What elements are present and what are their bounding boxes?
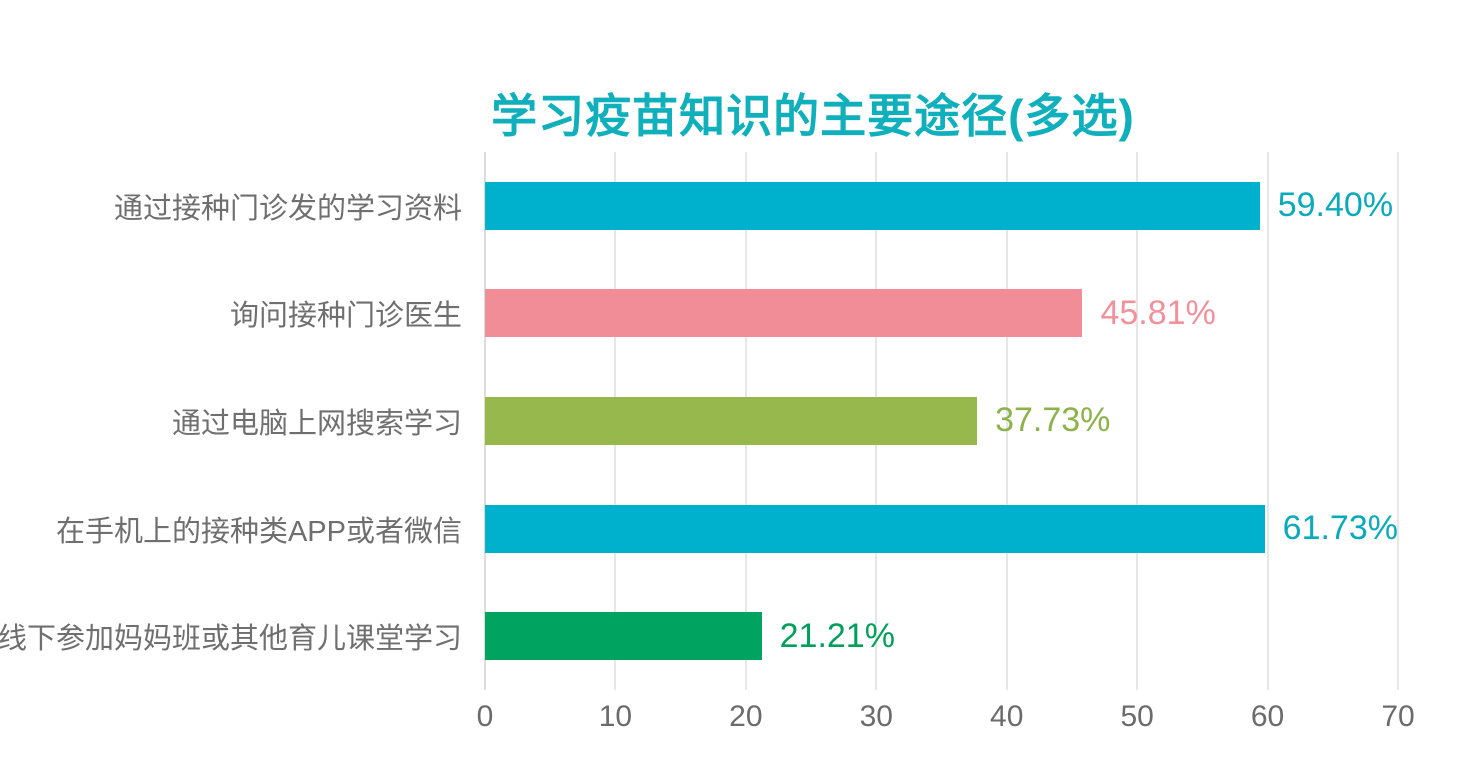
x-tick-label: 0	[476, 700, 494, 733]
bar-value-label: 45.81%	[1100, 293, 1216, 332]
x-tick-label: 40	[990, 700, 1024, 733]
chart-title: 学习疫苗知识的主要途径(多选)	[491, 90, 1135, 142]
x-tick-label: 30	[859, 700, 893, 733]
bar-value-label: 21.21%	[779, 616, 895, 655]
bar-value-label: 37.73%	[995, 401, 1111, 440]
category-label: 通过接种门诊发的学习资料	[113, 192, 462, 225]
gridline	[1005, 152, 1008, 690]
category-label: 在手机上的接种类APP或者微信	[55, 515, 462, 548]
x-axis: 0 10 20 30 40 50 60 70	[477, 700, 1415, 740]
bar-row: 45.81%	[485, 260, 1398, 368]
category-label: 线下参加妈妈班或其他育儿课堂学习	[0, 623, 462, 656]
bar	[485, 396, 978, 445]
bar-row: 61.73%	[485, 475, 1398, 583]
category-axis-labels: 通过接种门诊发的学习资料询问接种门诊医生通过电脑上网搜索学习在手机上的接种类AP…	[0, 152, 462, 690]
gridline	[1397, 152, 1399, 690]
bar	[485, 612, 762, 661]
category-label: 询问接种门诊医生	[229, 300, 462, 333]
x-tick-label: 70	[1381, 700, 1415, 733]
x-tick-label: 20	[729, 700, 763, 733]
x-tick-label: 10	[598, 700, 633, 733]
bar-row: 59.40%	[485, 152, 1398, 260]
gridline	[1266, 152, 1269, 690]
category-label: 通过电脑上网搜索学习	[171, 407, 462, 440]
x-tick-label: 60	[1250, 700, 1285, 733]
bar	[485, 504, 1265, 553]
x-tick-label: 50	[1120, 700, 1154, 733]
gridline	[1136, 152, 1139, 690]
bar	[485, 289, 1083, 338]
bar-rows: 59.40% 45.81% 37.73% 61.73% 21.21%	[485, 152, 1398, 690]
bar-row: 37.73%	[485, 367, 1398, 475]
bar	[485, 181, 1260, 230]
bar-value-label: 59.40%	[1277, 186, 1394, 225]
plot-area: 59.40% 45.81% 37.73% 61.73% 21.21%	[484, 152, 1399, 690]
bar-row: 21.21%	[485, 582, 1398, 690]
bar-value-label: 61.73%	[1282, 509, 1398, 548]
